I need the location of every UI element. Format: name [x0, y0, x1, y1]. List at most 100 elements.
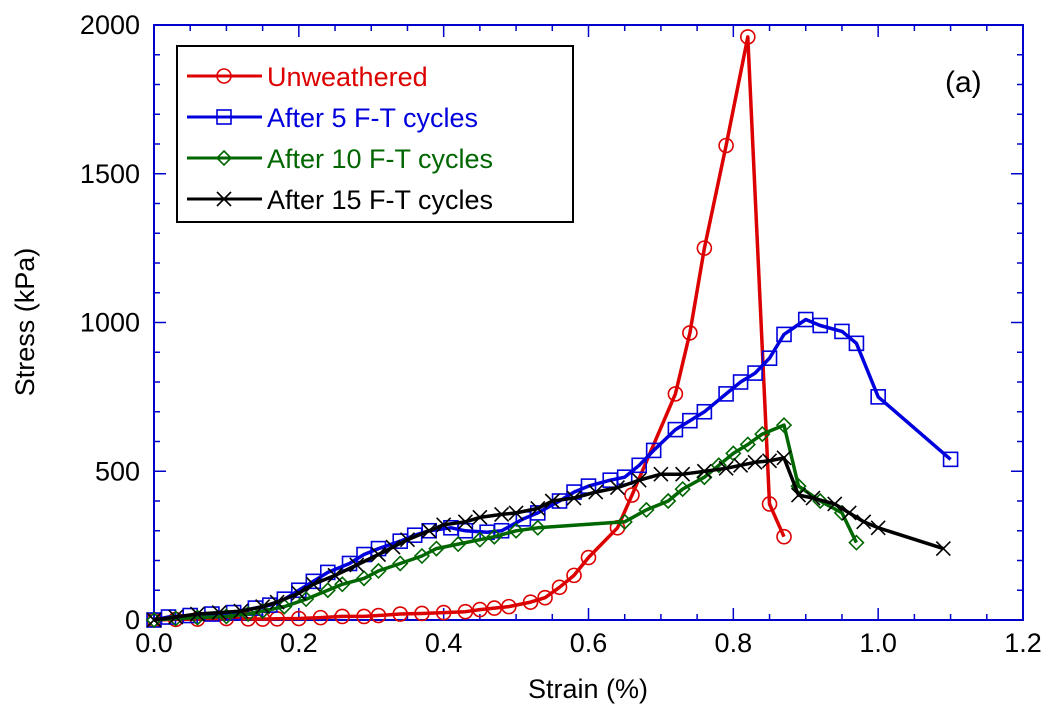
data-point [457, 514, 473, 530]
data-point [544, 493, 560, 509]
data-point [848, 534, 865, 551]
data-point [370, 546, 387, 563]
legend-marker [215, 149, 233, 167]
data-point [494, 506, 510, 522]
legend-item: After 15 F-T cycles [187, 185, 493, 215]
data-point [327, 567, 343, 583]
legend-label: After 15 F-T cycles [267, 185, 493, 215]
data-point [776, 450, 792, 466]
data-point [682, 325, 698, 341]
legend-marker [216, 109, 232, 125]
legend-label: Unweathered [267, 62, 428, 92]
data-point [414, 605, 430, 622]
y-tick-label: 0 [125, 605, 140, 635]
x-tick-labels: 0.0 0.2 0.4 0.6 0.8 1.0 1.2 [135, 628, 1042, 658]
data-point [660, 492, 677, 510]
data-point [776, 528, 792, 545]
data-point [312, 609, 329, 626]
panel-annotation: (a) [945, 66, 982, 99]
y-tick-label: 1000 [80, 308, 140, 338]
data-point [856, 514, 872, 530]
data-point [291, 610, 307, 627]
data-point [392, 555, 409, 572]
y-tick-label: 1500 [80, 159, 140, 189]
data-point [747, 365, 763, 381]
data-point [355, 570, 373, 587]
data-point [761, 453, 778, 469]
data-point [812, 317, 829, 334]
data-point [146, 612, 162, 628]
legend-item: After 10 F-T cycles [187, 144, 493, 174]
data-point [566, 567, 582, 584]
legend: Unweathered After 5 F-T cycles After 10 F-… [176, 45, 574, 223]
data-point [370, 607, 387, 624]
data-point [168, 609, 184, 625]
data-point [537, 589, 553, 606]
data-point [305, 576, 321, 592]
data-point [551, 579, 568, 596]
data-point [421, 522, 437, 539]
data-point [696, 463, 712, 479]
data-point [624, 487, 640, 503]
data-point [848, 335, 865, 352]
data-point [471, 531, 489, 548]
data-point [732, 374, 749, 390]
data-point [805, 490, 821, 506]
data-point [631, 472, 647, 488]
data-point [675, 466, 691, 482]
data-point [435, 604, 452, 621]
data-point [588, 484, 604, 500]
data-point [696, 403, 713, 420]
y-axis-title: Stress (kPa) [10, 248, 40, 397]
data-point [739, 436, 756, 453]
data-point [718, 460, 734, 476]
data-point [667, 386, 684, 402]
data-point [747, 454, 763, 470]
legend-label: After 5 F-T cycles [267, 103, 478, 133]
data-point [211, 604, 227, 621]
data-point [775, 417, 793, 434]
data-point [399, 532, 416, 548]
series-4 [146, 450, 951, 628]
data-point [370, 562, 387, 580]
data-point [718, 137, 734, 154]
data-point [616, 513, 633, 530]
data-point [508, 505, 524, 521]
data-point [291, 585, 307, 601]
legend-item: Unweathered [187, 62, 428, 92]
series-1 [146, 29, 792, 628]
x-tick-label: 0.6 [570, 628, 608, 658]
x-axis-title: Strain (%) [528, 674, 648, 704]
data-point [486, 528, 503, 545]
data-point [529, 519, 546, 536]
data-point [725, 445, 742, 462]
data-point [754, 425, 771, 443]
y-tick-label: 2000 [80, 10, 140, 40]
legend-label: After 10 F-T cycles [267, 144, 493, 174]
data-point [790, 487, 807, 503]
data-point [522, 594, 539, 610]
data-point [682, 412, 698, 429]
data-point [334, 608, 351, 625]
data-point [645, 442, 662, 459]
data-point [507, 522, 525, 539]
data-point [319, 582, 336, 599]
data-point [841, 505, 857, 521]
data-point [189, 606, 206, 622]
legend-item: After 5 F-T cycles [187, 103, 478, 133]
data-point [421, 523, 437, 539]
x-tick-label: 0.2 [280, 628, 318, 658]
series-layer [145, 29, 959, 629]
y-tick-labels: 0 500 1000 1500 2000 [80, 10, 140, 635]
data-point [269, 594, 285, 610]
x-tick-label: 1.0 [859, 628, 897, 658]
x-tick-label: 1.2 [1004, 628, 1042, 658]
data-point [710, 457, 727, 474]
data-point [413, 547, 431, 565]
y-tick-label: 500 [95, 456, 140, 486]
data-point [870, 389, 886, 405]
data-point [233, 603, 249, 619]
data-point [334, 576, 351, 593]
data-point [827, 496, 843, 512]
